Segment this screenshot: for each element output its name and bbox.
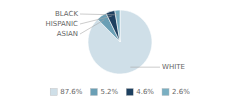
legend-item: 4.6% bbox=[126, 88, 154, 96]
legend-label: 2.6% bbox=[172, 88, 190, 96]
slice-label: BLACK bbox=[55, 10, 78, 18]
slice-label: ASIAN bbox=[57, 30, 78, 38]
legend-label: 87.6% bbox=[60, 88, 83, 96]
legend-item: 87.6% bbox=[50, 88, 83, 96]
slice bbox=[106, 10, 120, 42]
legend-swatch bbox=[50, 89, 57, 96]
leader-line bbox=[130, 67, 160, 68]
legend-swatch bbox=[162, 89, 169, 96]
legend-swatch bbox=[90, 89, 97, 96]
legend: 87.6% 5.2% 4.6% 2.6% bbox=[50, 88, 190, 96]
leader-line bbox=[80, 16, 112, 24]
legend-label: 4.6% bbox=[136, 88, 154, 96]
leader-line bbox=[80, 20, 104, 34]
slice-label: HISPANIC bbox=[45, 20, 78, 28]
legend-item: 5.2% bbox=[90, 88, 118, 96]
legend-swatch bbox=[126, 89, 133, 96]
slice-label: WHITE bbox=[162, 63, 185, 71]
slice-labels: WHITE ASIAN HISPANIC BLACK bbox=[45, 10, 184, 71]
chart: WHITE ASIAN HISPANIC BLACK 87.6% 5.2% 4.6% 2.6% bbox=[0, 0, 240, 100]
leader-line bbox=[80, 14, 118, 16]
legend-label: 5.2% bbox=[100, 88, 118, 96]
legend-item: 2.6% bbox=[162, 88, 190, 96]
